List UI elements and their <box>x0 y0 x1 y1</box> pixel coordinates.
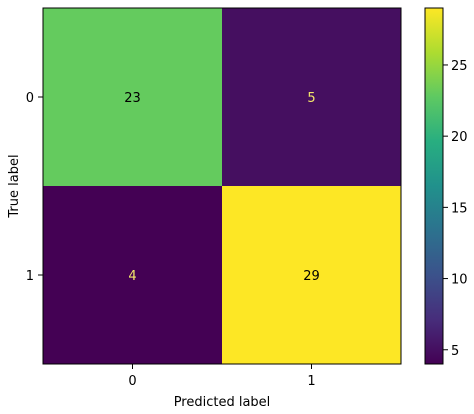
heatmap-cell-1-0 <box>43 186 222 364</box>
colorbar-tick-label-5: 5 <box>451 344 459 359</box>
cell-value-0-1: 5 <box>307 91 315 106</box>
colorbar <box>425 8 443 364</box>
cell-value-1-0: 4 <box>128 269 136 284</box>
colorbar-frame <box>424 7 444 365</box>
heatmap-cells <box>43 8 401 364</box>
colorbar-tick-label-15: 15 <box>451 201 468 216</box>
x-axis-label: Predicted label <box>174 395 271 410</box>
heatmap-cell-1-1 <box>222 186 401 364</box>
x-tick-label-1: 1 <box>307 374 315 389</box>
colorbar-tick-label-10: 10 <box>451 273 468 288</box>
cell-value-0-0: 23 <box>124 91 141 106</box>
colorbar-ticks: 5 10 15 20 25 <box>443 59 468 359</box>
colorbar-tick-label-20: 20 <box>451 130 468 145</box>
y-axis-ticks: 01 <box>26 91 43 284</box>
cell-value-labels: 23 5 4 29 <box>124 91 320 284</box>
y-tick-label-0: 0 <box>26 91 34 106</box>
y-axis-label: True label <box>7 154 22 218</box>
cell-value-1-1: 29 <box>303 269 320 284</box>
plot-frame <box>42 7 402 365</box>
x-tick-label-0: 0 <box>128 374 136 389</box>
heatmap-cell-0-1 <box>222 8 401 186</box>
y-tick-label-1: 1 <box>26 269 34 284</box>
heatmap-cell-0-0 <box>43 8 222 186</box>
colorbar-tick-label-25: 25 <box>451 59 468 74</box>
